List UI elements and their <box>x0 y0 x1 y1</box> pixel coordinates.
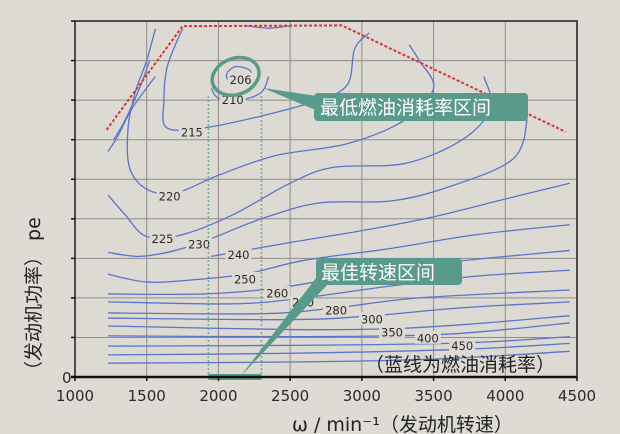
contour-line-450 <box>107 336 570 347</box>
best-speed-pointer <box>240 278 330 377</box>
best-speed-callout-box <box>316 258 462 285</box>
contour-label-400: 400 <box>417 331 439 345</box>
note-blue-lines: （蓝线为燃油消耗率） <box>365 354 555 376</box>
contour-line-unlabeled <box>107 350 570 364</box>
contour-label-350: 350 <box>381 325 403 339</box>
contour-label-bg <box>149 231 176 245</box>
contour-line-225 <box>107 76 493 240</box>
best-speed-callout: 最佳转速区间 <box>321 262 435 284</box>
contour-label-250: 250 <box>234 272 256 286</box>
contour-label-bg <box>323 303 350 317</box>
lowest-consumption-ring <box>210 55 261 97</box>
x-tick-label: 1500 <box>128 387 166 405</box>
y-axis-label: （发动机功率） pe <box>23 217 45 380</box>
contour-line-220 <box>126 28 435 195</box>
contour-label-240: 240 <box>228 248 250 262</box>
contour-label-215: 215 <box>181 125 203 139</box>
x-tick-label: 2500 <box>271 387 309 405</box>
contour-label-bg <box>414 330 441 344</box>
contour-labels: 2062102152202252302402502602702803003504… <box>149 72 476 353</box>
x-tick-label: 3500 <box>414 387 452 405</box>
contour-line-unlabeled <box>107 76 156 152</box>
contour-label-bg <box>358 311 385 325</box>
contour-label-bg <box>264 286 291 300</box>
contour-line-240 <box>211 182 570 258</box>
contour-label-300: 300 <box>361 312 383 326</box>
contour-line-unlabeled <box>113 60 151 141</box>
contour-line-230 <box>107 107 528 258</box>
max-power-boundary <box>105 24 566 133</box>
lowest-consumption-pointer <box>263 88 330 116</box>
contour-label-bg <box>231 271 258 285</box>
contour-line-270 <box>107 269 570 305</box>
contour-label-230: 230 <box>188 238 210 252</box>
x-axis-label: ω / min⁻¹（发动机转速） <box>292 414 513 434</box>
x-tick-label: 3000 <box>343 387 381 405</box>
axes: 1000 1500 2000 2500 3000 3500 4000 4500 <box>56 20 596 405</box>
contour-label-225: 225 <box>152 232 174 246</box>
contour-label-bg <box>156 188 183 202</box>
plot-background <box>75 21 577 377</box>
contour-label-206: 206 <box>230 73 252 87</box>
y-zero-tick: 0 <box>62 369 72 387</box>
contour-label-bg <box>225 247 252 261</box>
contour-line-unlabeled <box>107 342 570 356</box>
contour-label-bg <box>449 338 476 352</box>
contour-label-bg <box>378 324 405 338</box>
x-tick-label: 2000 <box>199 387 237 405</box>
x-tick-label: 1000 <box>56 387 94 405</box>
contour-label-bg <box>227 72 254 86</box>
contour-label-280: 280 <box>325 304 347 318</box>
contour-label-260: 260 <box>266 287 288 301</box>
lowest-consumption-callout-box <box>314 93 528 121</box>
contour-label-220: 220 <box>159 189 181 203</box>
lowest-consumption-callout: 最低燃油消耗率区间 <box>320 97 491 119</box>
x-tick-label: 4000 <box>486 387 524 405</box>
contour-label-bg <box>186 237 213 251</box>
contour-label-bg <box>178 124 205 138</box>
contour-label-450: 450 <box>451 339 473 353</box>
x-tick-label: 4500 <box>558 387 596 405</box>
contour-line-250 <box>107 224 570 284</box>
